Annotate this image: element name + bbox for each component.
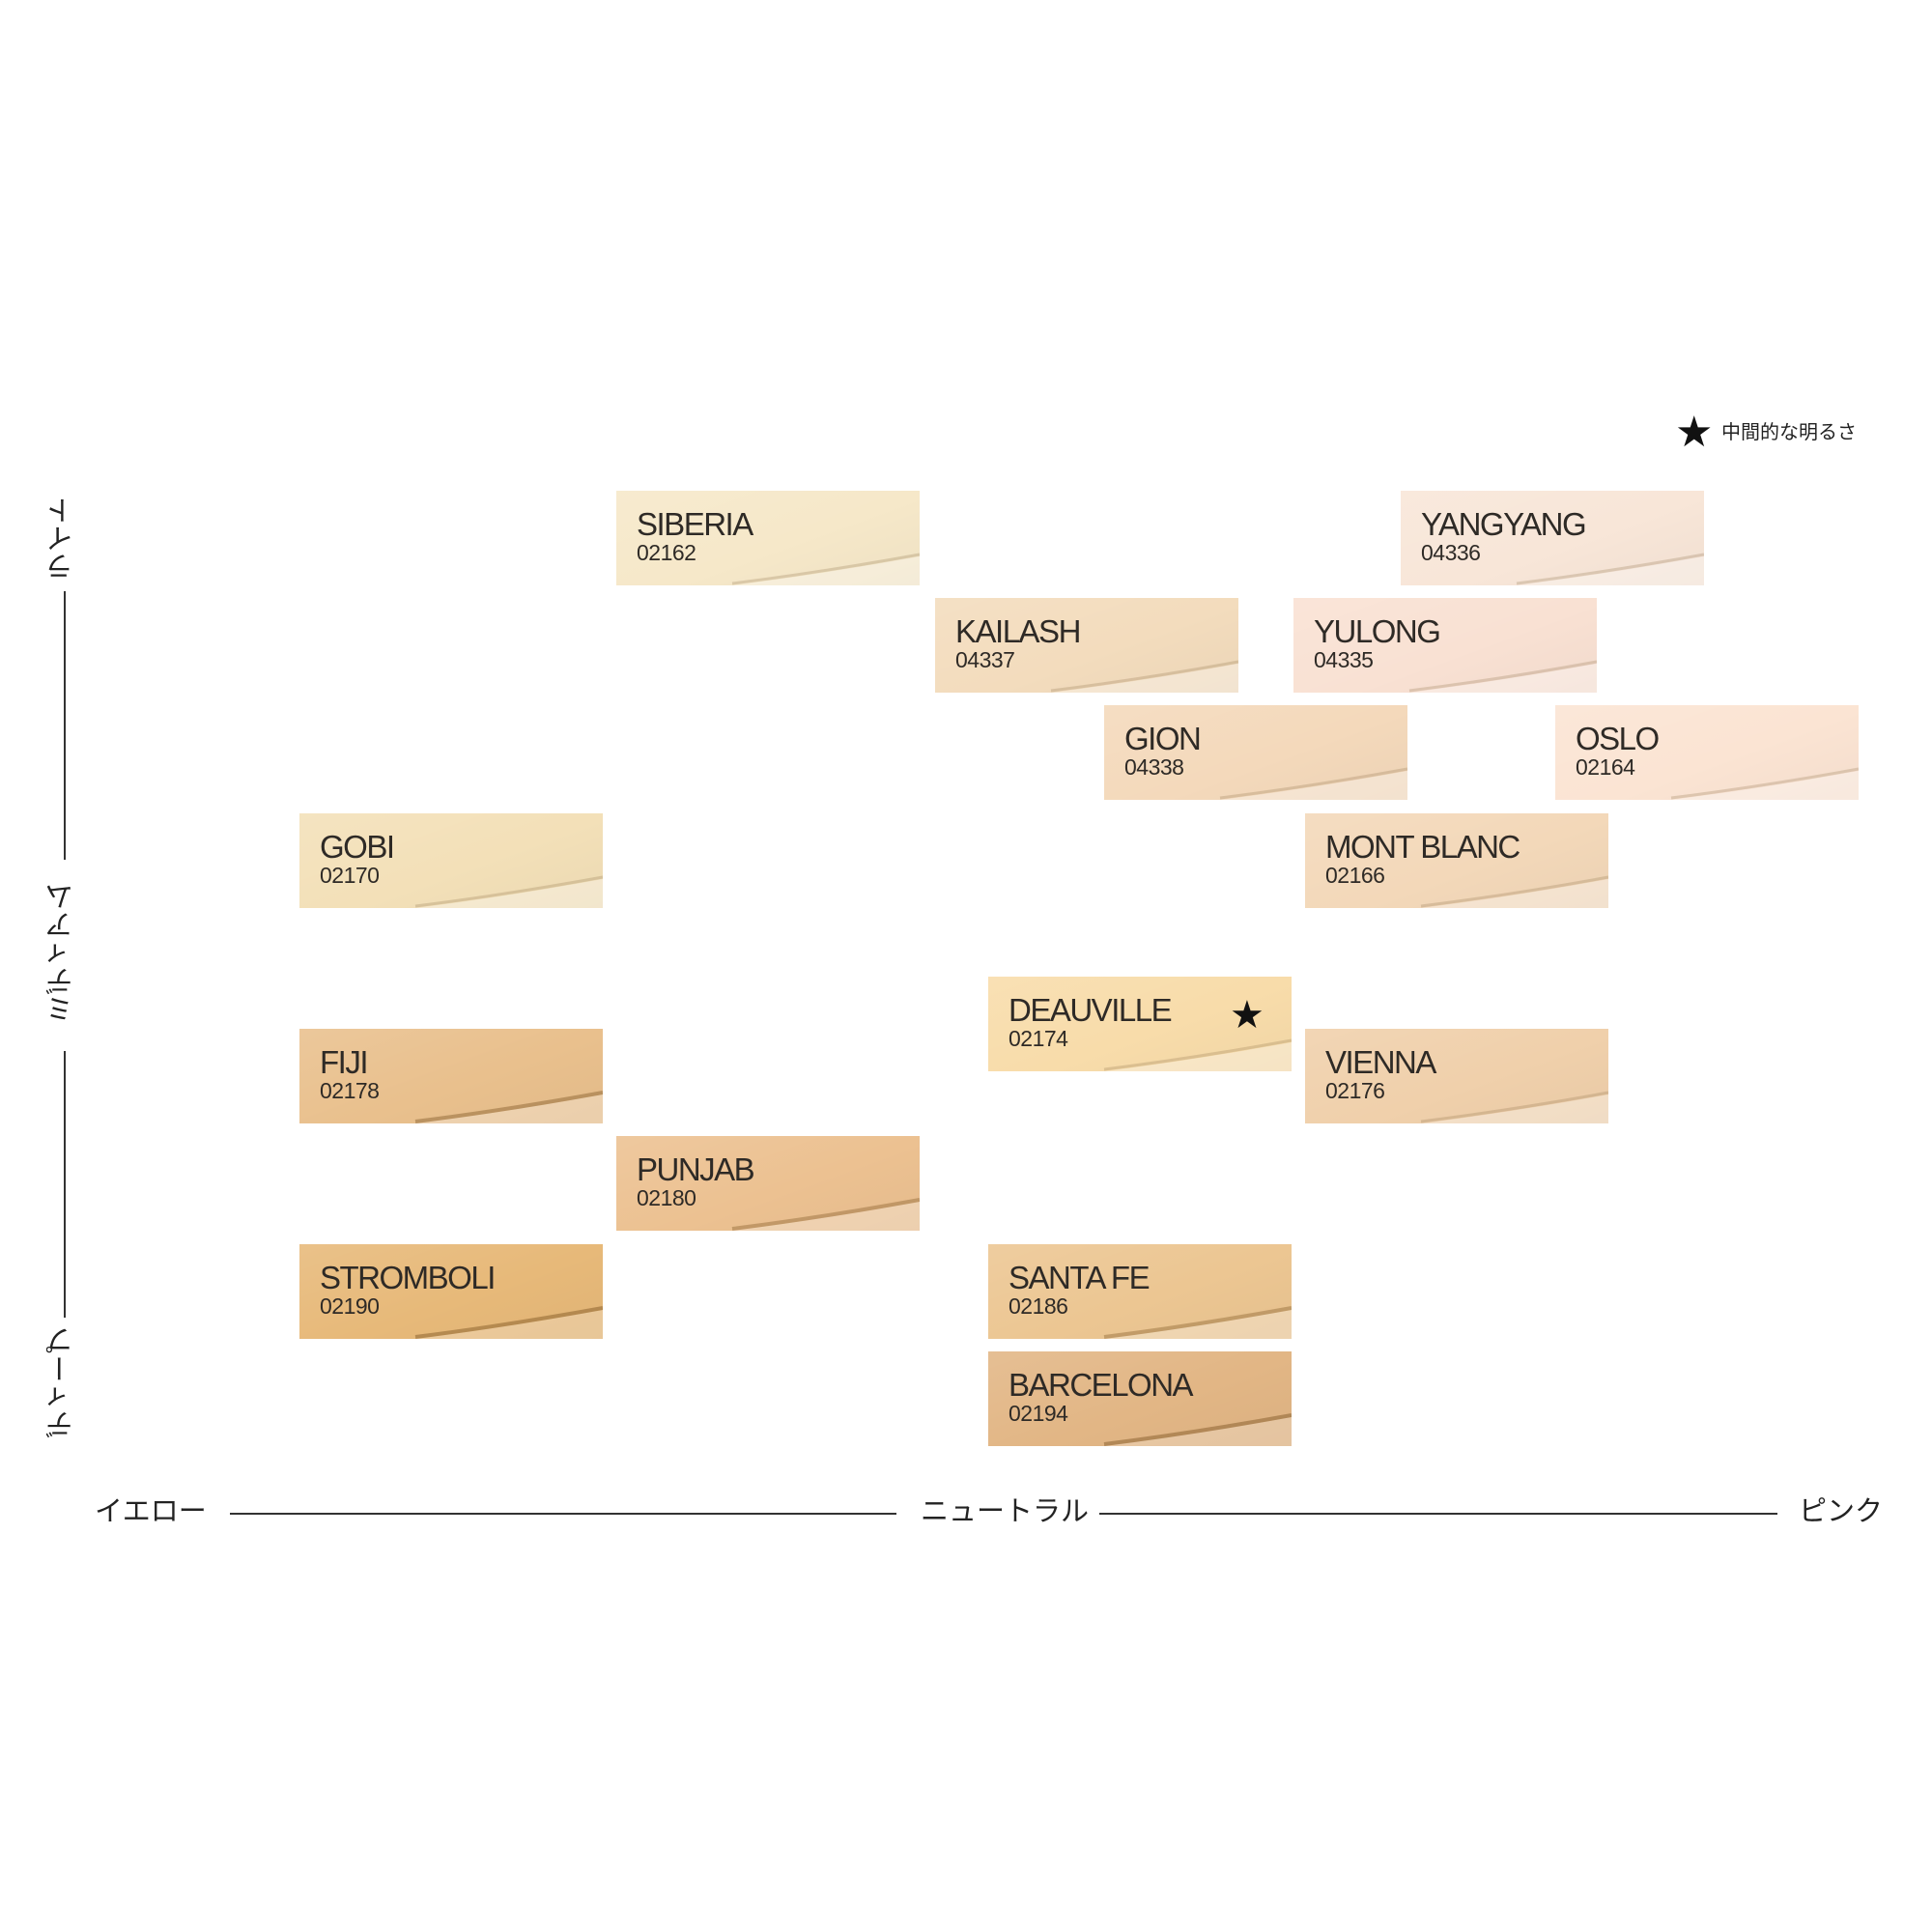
- x-axis-label-yellow: イエロー: [95, 1496, 207, 1527]
- swatch-stromboli[interactable]: STROMBOLI 02190: [299, 1244, 603, 1339]
- shade-code: 04336: [1421, 540, 1481, 565]
- shade-code: 02166: [1325, 863, 1385, 888]
- shade-code: 04335: [1314, 647, 1374, 672]
- shade-name: BARCELONA: [1009, 1367, 1194, 1403]
- x-axis-label-pink: ピンク: [1799, 1496, 1884, 1527]
- swatch-kailash[interactable]: KAILASH 04337: [935, 598, 1238, 693]
- shade-name: GION: [1124, 721, 1202, 756]
- shade-code: 04337: [955, 647, 1015, 672]
- shade-name: VIENNA: [1325, 1044, 1436, 1080]
- shade-name: YULONG: [1314, 613, 1441, 649]
- legend-star-icon: ★: [1675, 409, 1714, 456]
- swatch-deauville[interactable]: DEAUVILLE 02174 ★: [988, 977, 1292, 1071]
- shade-code: 02162: [637, 540, 696, 565]
- shade-code: 02194: [1009, 1401, 1068, 1426]
- swatch-santa-fe[interactable]: SANTA FE 02186: [988, 1244, 1292, 1339]
- x-axis-line-right: [1099, 1513, 1777, 1515]
- shade-name: STROMBOLI: [320, 1260, 496, 1295]
- shade-code: 02164: [1576, 754, 1635, 780]
- swatch-mont-blanc[interactable]: MONT BLANC 02166: [1305, 813, 1608, 908]
- swatch-punjab[interactable]: PUNJAB 02180: [616, 1136, 920, 1231]
- shade-code: 02190: [320, 1293, 380, 1319]
- shade-code: 02176: [1325, 1078, 1385, 1103]
- shade-name: MONT BLANC: [1325, 829, 1520, 865]
- swatch-fiji[interactable]: FIJI 02178: [299, 1029, 603, 1123]
- shade-name: GOBI: [320, 829, 395, 865]
- shade-code: 04338: [1124, 754, 1184, 780]
- swatch-gion[interactable]: GION 04338: [1104, 705, 1407, 800]
- shade-code: 02170: [320, 863, 380, 888]
- shade-name: OSLO: [1576, 721, 1660, 756]
- shade-name: YANGYANG: [1421, 506, 1587, 542]
- legend-label: 中間的な明るさ: [1721, 422, 1857, 443]
- shade-code: 02174: [1009, 1026, 1068, 1051]
- y-axis-label-light: ライト: [46, 497, 77, 582]
- shade-name: DEAUVILLE: [1009, 992, 1173, 1028]
- y-axis-label-medium: ミディアム: [46, 883, 77, 1024]
- swatch-siberia[interactable]: SIBERIA 02162: [616, 491, 920, 585]
- swatch-vienna[interactable]: VIENNA 02176: [1305, 1029, 1608, 1123]
- y-axis-line-upper: [64, 591, 66, 860]
- shade-code: 02186: [1009, 1293, 1068, 1319]
- swatch-yangyang[interactable]: YANGYANG 04336: [1401, 491, 1704, 585]
- swatch-gobi[interactable]: GOBI 02170: [299, 813, 603, 908]
- x-axis-label-neutral: ニュートラル: [921, 1496, 1090, 1527]
- x-axis-line-left: [230, 1513, 896, 1515]
- medium-brightness-star-icon: ★: [1230, 994, 1264, 1037]
- y-axis-line-lower: [64, 1051, 66, 1318]
- shade-name: KAILASH: [955, 613, 1081, 649]
- swatch-oslo[interactable]: OSLO 02164: [1555, 705, 1859, 800]
- swatch-yulong[interactable]: YULONG 04335: [1293, 598, 1597, 693]
- shade-code: 02180: [637, 1185, 696, 1210]
- y-axis-label-deep: ディープ: [46, 1326, 77, 1438]
- shade-name: SANTA FE: [1009, 1260, 1151, 1295]
- shade-code: 02178: [320, 1078, 380, 1103]
- swatch-barcelona[interactable]: BARCELONA 02194: [988, 1351, 1292, 1446]
- shade-name: SIBERIA: [637, 506, 753, 542]
- shade-name: FIJI: [320, 1044, 369, 1080]
- shade-name: PUNJAB: [637, 1151, 755, 1187]
